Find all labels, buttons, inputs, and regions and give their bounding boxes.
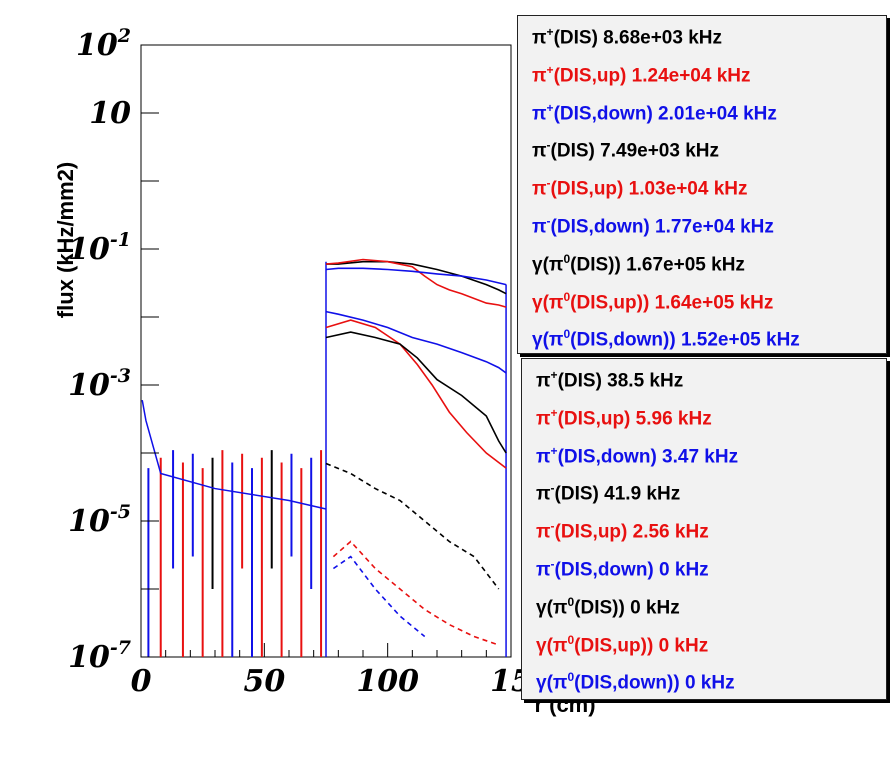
legend-entry: π+(DIS,down) 2.01e+04 kHz (532, 100, 777, 124)
legend-integrated-flux: π+(DIS) 8.68e+03 kHz π+(DIS,up) 1.24e+04 … (517, 15, 887, 354)
y-tick-label: 10-5 (68, 501, 131, 539)
x-tick-label: 100 (356, 664, 419, 699)
legend-entry: π-(DIS,up) 1.03e+04 kHz (532, 176, 748, 200)
y-tick-label: 10-7 (68, 637, 131, 675)
x-tick-label: 0 (131, 664, 152, 699)
x-tick-label: 50 (243, 664, 285, 699)
series-line-8 (332, 540, 499, 646)
legend-flux-in-acceptance: π+(DIS) 38.5 kHz π+(DIS,up) 5.96 kHz π+(DI… (521, 358, 887, 700)
y-axis-title: flux (kHz/mm2) (53, 162, 78, 318)
legend-entry: π+(DIS) 38.5 kHz (536, 368, 684, 392)
legend-entry: γ(π0(DIS,up)) 1.64e+05 kHz (532, 289, 774, 313)
series-line-4 (325, 310, 507, 374)
legend-entry: π-(DIS,up) 2.56 kHz (536, 519, 709, 543)
legend-entry: π-(DIS,down) 1.77e+04 kHz (532, 214, 774, 238)
legend-entry: π-(DIS) 41.9 kHz (536, 481, 681, 505)
legend-entry: γ(π0(DIS)) 1.67e+05 kHz (532, 251, 745, 276)
y-tick-label: 102 (76, 25, 131, 63)
series-line-7 (325, 462, 500, 590)
legend-entry: π+(DIS) 8.68e+03 kHz (532, 25, 723, 49)
series-layer (141, 258, 507, 657)
legend-entry: π-(DIS,down) 0 kHz (536, 557, 709, 581)
series-line-6 (325, 331, 507, 454)
y-tick-label: 10 (89, 96, 131, 131)
legend-entry: γ(π0(DIS)) 0 kHz (536, 594, 680, 619)
legend-entry: γ(π0(DIS,down)) 0 kHz (536, 670, 735, 694)
legend-entry: π+(DIS,up) 5.96 kHz (536, 405, 712, 430)
legend-entry: π-(DIS) 7.49e+03 kHz (532, 138, 719, 162)
series-line-1 (326, 260, 507, 295)
y-tick-label: 10-3 (68, 365, 131, 403)
low-r-baseline (141, 399, 327, 510)
series-line-9 (332, 555, 426, 638)
series-line-3 (325, 267, 507, 286)
legend-entry: π+(DIS,up) 1.24e+04 kHz (532, 62, 751, 87)
legend-entry: π+(DIS,down) 3.47 kHz (536, 443, 739, 467)
legend-entry: γ(π0(DIS,down)) 1.52e+05 kHz (532, 327, 800, 351)
series-line-5 (325, 319, 507, 469)
y-tick-label: 10-1 (68, 229, 131, 267)
series-line-2 (325, 258, 507, 308)
legend-entry: γ(π0(DIS,up)) 0 kHz (536, 632, 709, 656)
